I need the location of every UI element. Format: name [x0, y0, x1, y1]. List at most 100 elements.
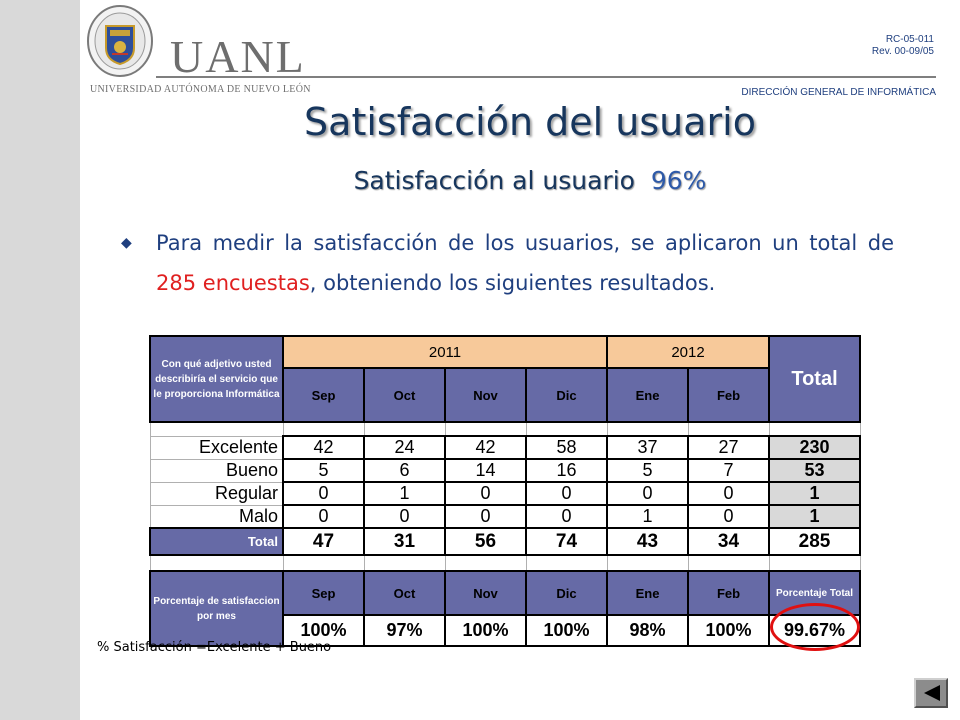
spacer-cell [149, 421, 284, 437]
satisfaction-table: Con qué adjetivo usted describiría el se… [149, 335, 861, 647]
document-revision: Rev. 00-09/05 [871, 46, 934, 57]
table-cell: 16 [525, 458, 608, 483]
spacer-cell [687, 421, 770, 437]
table-row: Bueno 5 6 14 16 5 7 53 [149, 458, 861, 483]
spacer-cell [525, 554, 608, 572]
table-cell: 42 [282, 435, 365, 460]
bullet-diamond-icon: ◆ [121, 234, 132, 250]
table-cell: 0 [525, 504, 608, 529]
month-header: Dic [525, 367, 608, 423]
month-header: Ene [606, 570, 689, 616]
spacer-cell [444, 554, 527, 572]
slide-title: Satisfacción del usuario [304, 100, 756, 144]
intro-paragraph: Para medir la satisfacción de los usuari… [156, 223, 894, 303]
survey-word: encuestas [202, 271, 310, 295]
percentage-cell: 100% [687, 614, 770, 647]
spacer-cell [282, 554, 365, 572]
total-column-header: Total [768, 335, 861, 423]
table-cell: 27 [687, 435, 770, 460]
spacer-cell [149, 554, 284, 572]
row-label: Excelente [149, 435, 284, 460]
document-code-block: RC-05-011 Rev. 00-09/05 [872, 34, 934, 58]
table-cell: 0 [282, 481, 365, 506]
table-cell: 1 [363, 481, 446, 506]
university-name: UNIVERSIDAD AUTÓNOMA DE NUEVO LEÓN [90, 84, 311, 95]
spacer-cell [363, 421, 446, 437]
total-row-label: Total [149, 527, 284, 556]
percentage-cell: 100% [444, 614, 527, 647]
table-cell: 37 [606, 435, 689, 460]
table-cell: 58 [525, 435, 608, 460]
month-header: Oct [363, 367, 446, 423]
paragraph-text-start: Para medir la satisfacción de los usuari… [156, 231, 894, 255]
row-total: 1 [768, 481, 861, 506]
table-cell: 6 [363, 458, 446, 483]
header-divider [156, 76, 936, 78]
spacer-cell [768, 421, 861, 437]
percentage-cell: 98% [606, 614, 689, 647]
year-2011-header: 2011 [282, 335, 608, 369]
table-cell: 0 [687, 504, 770, 529]
spacer-cell [525, 421, 608, 437]
table-cell: 5 [606, 458, 689, 483]
formula-note: % Satisfacción =Excelente + Bueno [97, 640, 332, 655]
left-sidebar-bar [0, 0, 80, 720]
percentage-cell: 97% [363, 614, 446, 647]
month-header: Ene [606, 367, 689, 423]
row-total: 53 [768, 458, 861, 483]
paragraph-text-end: , obteniendo los siguientes resultados. [309, 271, 716, 295]
subtitle-percentage: 96% [650, 166, 707, 195]
document-code: RC-05-011 [885, 34, 934, 45]
spacer-cell [282, 421, 365, 437]
highlight-circle [770, 603, 860, 651]
row-total: 230 [768, 435, 861, 460]
month-header: Sep [282, 570, 365, 616]
table-cell: 0 [444, 481, 527, 506]
spacer-cell [606, 554, 689, 572]
total-row: Total 47 31 56 74 43 34 285 [149, 527, 861, 556]
month-header: Feb [687, 570, 770, 616]
row-label: Regular [149, 481, 284, 506]
table-cell: 24 [363, 435, 446, 460]
percentage-row: 100% 97% 100% 100% 98% 100% 99.67% [150, 614, 861, 647]
spacer-cell [687, 554, 770, 572]
table-cell: 47 [282, 527, 365, 556]
subtitle-text: Satisfacción al usuario [353, 166, 635, 195]
table-row: Regular 0 1 0 0 0 0 1 [149, 481, 861, 506]
back-button[interactable] [914, 678, 948, 708]
question-header: Con qué adjetivo usted describiría el se… [149, 335, 284, 423]
table-cell: 0 [687, 481, 770, 506]
table-cell: 5 [282, 458, 365, 483]
table-cell: 1 [606, 504, 689, 529]
slide-subtitle: Satisfacción al usuario 96% [0, 166, 960, 195]
table-row: Malo 0 0 0 0 1 0 1 [149, 504, 861, 529]
month-header: Dic [525, 570, 608, 616]
table-cell: 43 [606, 527, 689, 556]
month-header: Nov [444, 367, 527, 423]
university-seal-logo [87, 5, 153, 77]
percentage-header: Porcentaje de satisfaccion por mes [149, 570, 284, 647]
row-label: Malo [149, 504, 284, 529]
month-header: Oct [363, 570, 446, 616]
spacer-cell [768, 554, 861, 572]
table-cell: 0 [444, 504, 527, 529]
table-cell: 7 [687, 458, 770, 483]
table-cell: 31 [363, 527, 446, 556]
table-cell: 0 [282, 504, 365, 529]
survey-count: 285 [156, 271, 197, 295]
table-cell: 56 [444, 527, 527, 556]
table-cell: 74 [525, 527, 608, 556]
month-header: Feb [687, 367, 770, 423]
table-cell: 14 [444, 458, 527, 483]
table-cell: 0 [363, 504, 446, 529]
table-row: Excelente 42 24 42 58 37 27 230 [149, 435, 861, 460]
year-2012-header: 2012 [606, 335, 770, 369]
row-label: Bueno [149, 458, 284, 483]
grand-total: 285 [768, 527, 861, 556]
brand-wordmark: UANL [170, 31, 306, 82]
triangle-left-icon [924, 685, 940, 701]
table-cell: 34 [687, 527, 770, 556]
month-header: Sep [282, 367, 365, 423]
table-cell: 0 [606, 481, 689, 506]
percentage-cell: 100% [525, 614, 608, 647]
